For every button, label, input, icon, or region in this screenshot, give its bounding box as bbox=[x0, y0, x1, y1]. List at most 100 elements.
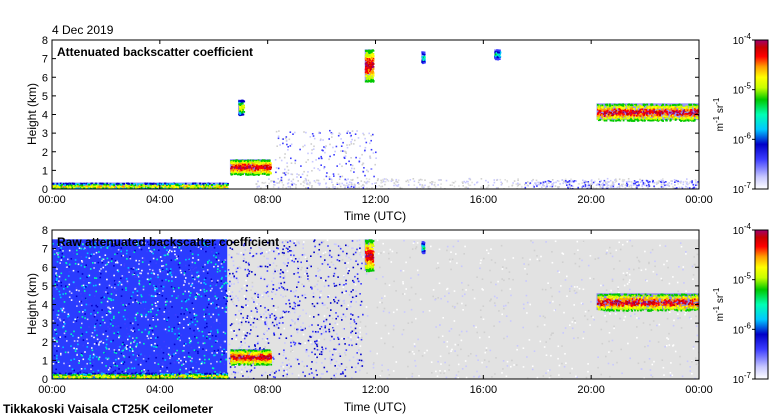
backscatter-pixel bbox=[664, 110, 667, 112]
noise-speck bbox=[362, 187, 365, 189]
raw-noise-speck bbox=[302, 309, 304, 311]
backscatter-pixel bbox=[612, 114, 615, 117]
backscatter-pixel bbox=[607, 108, 609, 111]
backscatter-pixel bbox=[367, 72, 369, 74]
backscatter-pixel bbox=[67, 182, 69, 185]
backscatter-pixel bbox=[423, 53, 426, 56]
raw-noise-speck bbox=[592, 316, 594, 319]
backscatter-pixel bbox=[118, 184, 121, 187]
backscatter-pixel bbox=[254, 167, 257, 170]
backscatter-pixel bbox=[692, 115, 695, 117]
backscatter-pixel bbox=[659, 106, 661, 108]
raw-noise-speck bbox=[623, 284, 626, 287]
backscatter-pixel bbox=[164, 182, 166, 185]
raw-noise-speck bbox=[232, 249, 234, 251]
raw-noise-speck bbox=[695, 363, 698, 366]
noise-speck bbox=[284, 153, 286, 155]
backscatter-pixel bbox=[131, 185, 134, 187]
noise-speck bbox=[282, 184, 285, 186]
backscatter-pixel bbox=[368, 80, 370, 83]
noise-speck bbox=[334, 186, 336, 188]
backscatter-pixel bbox=[236, 171, 239, 174]
raw-noise-speck bbox=[558, 374, 560, 376]
backscatter-pixel bbox=[71, 182, 74, 185]
backscatter-pixel bbox=[642, 106, 644, 108]
noise-speck bbox=[368, 132, 370, 135]
backscatter-pixel bbox=[260, 161, 263, 164]
raw-noise-speck bbox=[380, 252, 382, 254]
backscatter-pixel bbox=[370, 62, 373, 65]
raw-noise-speck bbox=[286, 288, 289, 291]
noise-speck bbox=[349, 132, 351, 134]
noise-speck bbox=[309, 136, 312, 138]
noise-speck bbox=[635, 183, 637, 186]
raw-noise-speck bbox=[453, 290, 456, 292]
backscatter-pixel bbox=[651, 110, 654, 113]
raw-noise-speck bbox=[376, 239, 379, 242]
noise-speck bbox=[407, 181, 410, 183]
backscatter-pixel bbox=[622, 111, 625, 114]
noise-speck bbox=[275, 171, 277, 174]
backscatter-pixel bbox=[107, 184, 110, 186]
noise-speck bbox=[686, 186, 689, 189]
noise-speck bbox=[384, 180, 387, 183]
backscatter-pixel bbox=[225, 184, 228, 187]
noise-speck bbox=[305, 180, 307, 182]
backscatter-pixel bbox=[122, 185, 125, 188]
backscatter-pixel bbox=[630, 109, 632, 112]
raw-noise-speck bbox=[563, 311, 565, 314]
backscatter-pixel bbox=[238, 106, 241, 108]
raw-noise-speck bbox=[263, 241, 266, 244]
backscatter-pixel bbox=[219, 182, 221, 185]
noise-speck bbox=[352, 178, 354, 181]
backscatter-pixel bbox=[688, 109, 690, 112]
raw-noise-speck bbox=[480, 316, 482, 318]
raw-noise-speck bbox=[239, 267, 242, 269]
backscatter-pixel bbox=[686, 115, 688, 117]
backscatter-pixel bbox=[249, 159, 252, 162]
raw-noise-speck bbox=[694, 357, 697, 359]
raw-noise-speck bbox=[354, 283, 357, 286]
noise-speck bbox=[318, 169, 321, 172]
backscatter-pixel bbox=[239, 164, 242, 167]
raw-noise-speck bbox=[251, 285, 254, 288]
raw-noise-speck bbox=[432, 289, 435, 291]
raw-noise-speck bbox=[317, 253, 319, 255]
backscatter-pixel bbox=[259, 166, 261, 169]
noise-speck bbox=[334, 150, 336, 153]
backscatter-pixel bbox=[199, 185, 202, 188]
raw-noise-speck bbox=[666, 337, 668, 339]
backscatter-pixel bbox=[616, 112, 618, 115]
noise-speck bbox=[325, 175, 328, 178]
raw-noise-speck bbox=[531, 368, 534, 371]
raw-noise-speck bbox=[323, 331, 325, 334]
noise-speck bbox=[599, 186, 601, 188]
backscatter-pixel bbox=[67, 184, 70, 187]
raw-noise-speck bbox=[473, 375, 475, 378]
raw-noise-speck bbox=[395, 290, 397, 292]
backscatter-pixel bbox=[139, 183, 142, 186]
backscatter-pixel bbox=[194, 187, 197, 189]
x-tick-label: 20:00 bbox=[577, 194, 605, 206]
noise-speck bbox=[611, 184, 613, 186]
noise-speck bbox=[390, 180, 393, 182]
noise-speck bbox=[427, 186, 430, 188]
noise-speck bbox=[625, 181, 628, 183]
raw-noise-speck bbox=[258, 242, 260, 244]
raw-noise-speck bbox=[352, 247, 354, 249]
raw-noise-speck bbox=[372, 363, 375, 366]
noise-speck bbox=[695, 180, 697, 182]
raw-noise-speck bbox=[240, 364, 243, 366]
backscatter-pixel bbox=[497, 49, 500, 52]
raw-noise-speck bbox=[313, 251, 315, 254]
backscatter-pixel bbox=[256, 166, 259, 168]
noise-speck bbox=[437, 179, 440, 181]
noise-speck bbox=[257, 180, 259, 183]
backscatter-pixel bbox=[187, 185, 190, 188]
backscatter-pixel bbox=[262, 166, 264, 169]
raw-noise-speck bbox=[307, 355, 310, 357]
backscatter-pixel bbox=[608, 108, 611, 111]
backscatter-pixel bbox=[694, 111, 697, 113]
raw-noise-speck bbox=[292, 250, 294, 253]
noise-speck bbox=[354, 139, 356, 142]
